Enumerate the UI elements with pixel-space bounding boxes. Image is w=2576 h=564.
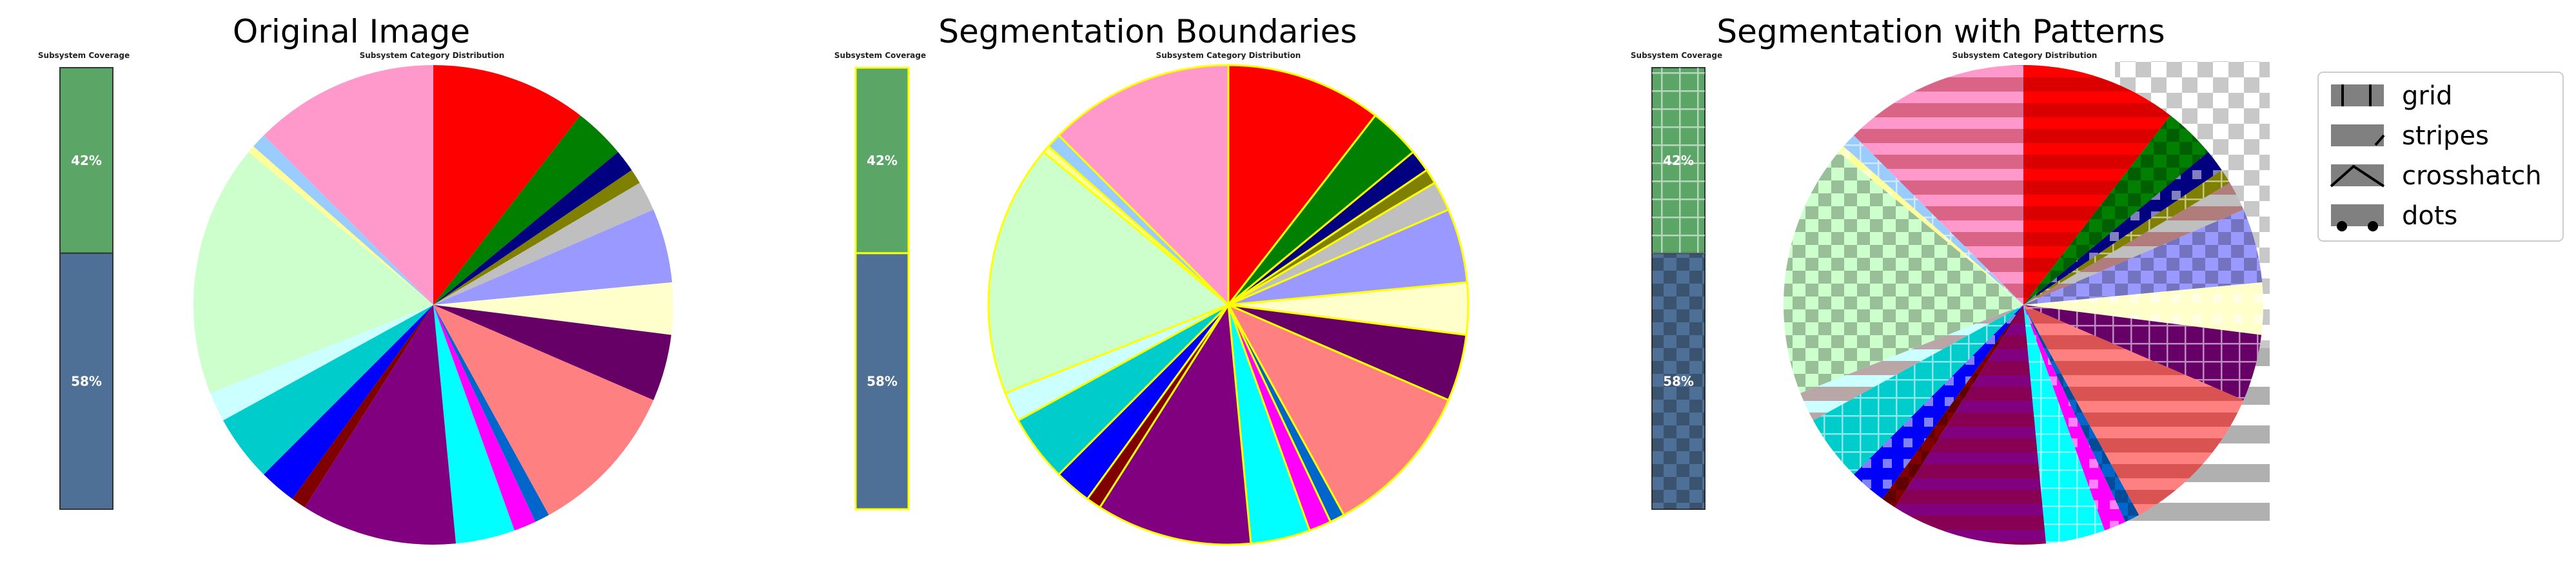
bar-segment-pattern-0 bbox=[1652, 253, 1705, 509]
bar-data-label-0: 58% bbox=[867, 373, 898, 389]
stripes-swatch bbox=[2331, 124, 2384, 146]
pie-slice-14 bbox=[264, 305, 433, 499]
panel-title-original: Original Image bbox=[233, 13, 470, 50]
pie-slice-pattern-5 bbox=[2023, 209, 2263, 305]
pie-slice-pattern-6 bbox=[2023, 282, 2263, 335]
bar-subtitle: Subsystem Coverage bbox=[38, 51, 130, 60]
bar-subtitle: Subsystem Coverage bbox=[834, 51, 926, 60]
pie-slice-4 bbox=[433, 182, 654, 305]
pie-slice-18 bbox=[248, 146, 433, 305]
legend-label: crosshatch bbox=[2402, 161, 2542, 191]
bar-data-label-1: 42% bbox=[71, 153, 102, 168]
pie-slice-pattern-20 bbox=[1854, 65, 2023, 305]
pie-slice-12 bbox=[304, 305, 456, 545]
pie-slice-3 bbox=[433, 170, 640, 305]
pie-slice-7 bbox=[433, 305, 672, 400]
legend-item-grid: grid bbox=[2331, 81, 2452, 111]
pie-slice-9 bbox=[433, 305, 549, 522]
bar-segment-0 bbox=[59, 252, 113, 510]
legend: grid stripes crosshatch dots bbox=[2317, 72, 2564, 242]
bar-data-label-1: 42% bbox=[1663, 153, 1694, 168]
pie-subtitle: Subsystem Category Distribution bbox=[1156, 51, 1301, 60]
pie-slice-pattern-12 bbox=[1894, 305, 2046, 545]
grid-swatch bbox=[2331, 84, 2384, 106]
legend-item-dots: dots bbox=[2331, 201, 2457, 231]
panel-boundaries: Subsystem Coverage Subsystem Category Di… bbox=[834, 51, 1470, 546]
pie-slice-0 bbox=[1227, 64, 1377, 308]
pie-slice-8 bbox=[1226, 302, 1450, 517]
pie-slice-pattern-15 bbox=[1813, 305, 2023, 474]
pie-subtitle: Subsystem Category Distribution bbox=[360, 51, 505, 60]
pie-slice-10 bbox=[433, 305, 536, 530]
category-pie bbox=[987, 64, 1470, 546]
pie-slice-6 bbox=[433, 282, 673, 335]
pie-slice-pattern-0 bbox=[2023, 65, 2170, 305]
bar-segment-pattern-1 bbox=[1652, 68, 1705, 253]
pie-slice-17 bbox=[193, 151, 433, 393]
pie-slice-16 bbox=[210, 305, 433, 421]
pie-slice-pattern-4 bbox=[2023, 182, 2244, 305]
pie-slice-pattern-14 bbox=[1854, 305, 2023, 499]
panel-title-patterns: Segmentation with Patterns bbox=[1716, 13, 2165, 50]
bar-data-label-0: 58% bbox=[1663, 373, 1694, 389]
legend-item-stripes: stripes bbox=[2331, 121, 2489, 151]
panel-patterns: Subsystem Coverage Subsystem Category Di… bbox=[1631, 51, 2270, 545]
pie-slice-12 bbox=[1098, 302, 1252, 546]
panel-original: Subsystem Coverage Subsystem Category Di… bbox=[38, 51, 673, 545]
pie-slice-pattern-7 bbox=[2023, 305, 2262, 400]
pie-slice-5 bbox=[433, 209, 673, 305]
bar-segment-1 bbox=[854, 66, 910, 255]
coverage-bar: 58% 42% bbox=[1651, 67, 1706, 510]
pie-slice-2 bbox=[433, 151, 632, 305]
category-pie bbox=[193, 65, 673, 545]
pie-slice-pattern-19 bbox=[1844, 135, 2023, 305]
pie-slice-11 bbox=[433, 305, 515, 544]
coverage-bar: 58% 42% bbox=[59, 67, 113, 510]
pie-slice-13 bbox=[292, 305, 433, 508]
coverage-bar: 58% 42% bbox=[854, 66, 910, 511]
pie-slice-pattern-3 bbox=[2023, 170, 2230, 305]
pie-slice-pattern-10 bbox=[2023, 305, 2126, 530]
pie-slice-pattern-17 bbox=[1784, 151, 2023, 393]
pie-slice-1 bbox=[433, 115, 618, 305]
bar-subtitle: Subsystem Coverage bbox=[1631, 51, 1722, 60]
legend-item-crosshatch: crosshatch bbox=[2330, 161, 2542, 191]
panel-title-boundaries: Segmentation Boundaries bbox=[938, 13, 1357, 50]
pie-slice-pattern-13 bbox=[1882, 305, 2023, 508]
pie-slice-15 bbox=[223, 305, 433, 474]
pie-slice-20 bbox=[1057, 64, 1230, 307]
pie-slice-20 bbox=[264, 65, 433, 305]
bar-data-label-0: 58% bbox=[71, 373, 102, 389]
category-pie bbox=[1784, 65, 2263, 545]
pie-slice-0 bbox=[433, 65, 580, 305]
pie-slice-pattern-2 bbox=[2023, 151, 2222, 305]
pie-slice-8 bbox=[433, 305, 654, 515]
pie-slice-pattern-16 bbox=[1800, 305, 2023, 421]
pie-slice-19 bbox=[253, 135, 433, 305]
legend-label: dots bbox=[2402, 201, 2457, 231]
pie-slice-pattern-1 bbox=[2023, 115, 2208, 305]
pie-slice-pattern-9 bbox=[2023, 305, 2139, 522]
pie-slice-pattern-11 bbox=[2023, 305, 2105, 544]
legend-label: grid bbox=[2402, 81, 2452, 111]
pie-slice-17 bbox=[987, 150, 1230, 394]
pie-subtitle: Subsystem Category Distribution bbox=[1952, 51, 2098, 60]
bar-data-label-1: 42% bbox=[867, 153, 898, 168]
pie-slice-pattern-18 bbox=[1838, 146, 2023, 305]
bar-segment-1 bbox=[59, 67, 113, 254]
bar-segment-0 bbox=[854, 252, 910, 511]
legend-label: stripes bbox=[2402, 121, 2489, 151]
pie-slice-pattern-8 bbox=[2023, 305, 2244, 515]
legend-frame bbox=[2317, 72, 2564, 242]
